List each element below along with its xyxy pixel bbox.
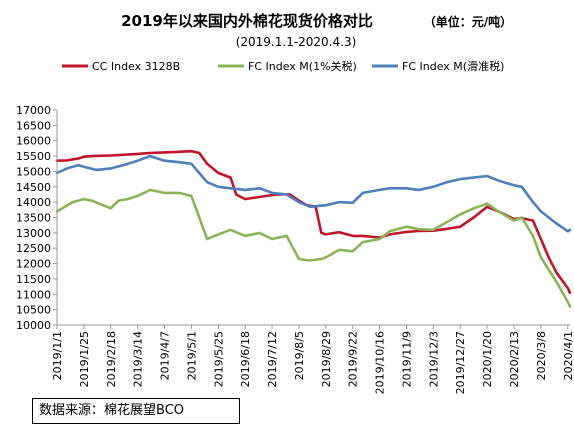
y-tick-label: 17000 [16, 104, 51, 117]
x-tick-label: 2019/12/3 [427, 331, 440, 387]
x-axis: 2019/1/1 2019/1/25 2019/2/18 2019/3/14 2019/… [51, 325, 574, 394]
series-layer [55, 149, 572, 308]
x-tick-label: 2019/8/29 [320, 331, 333, 387]
y-tick-label: 13500 [16, 212, 51, 225]
chart-title: 2019年以来国内外棉花现货价格对比 [121, 12, 373, 30]
x-tick-label: 2019/5/25 [212, 331, 225, 387]
x-tick-label: 2019/8/5 [293, 331, 306, 380]
chart-unit: （单位：元/吨） [424, 14, 512, 29]
chart-subtitle: (2019.1.1-2020.4.3) [236, 35, 357, 49]
x-tick-label: 2020/3/8 [535, 331, 548, 380]
y-tick-label: 14000 [16, 196, 51, 209]
y-tick-label: 10000 [16, 319, 51, 332]
x-tick-label: 2020/2/13 [508, 331, 521, 387]
series-line-3 [55, 154, 572, 233]
y-axis: 10000 10500 11000 11500 12000 12500 13000 13500… [16, 104, 57, 332]
x-tick-label: 2019/7/12 [266, 331, 279, 387]
y-tick-label: 12500 [16, 242, 51, 255]
x-tick-label: 2019/2/18 [105, 331, 118, 387]
x-tick-label: 2019/3/14 [132, 331, 145, 387]
legend: CC Index 3128B FC Index M(1%关税) FC Index M… [62, 59, 504, 73]
x-tick-label: 2019/11/9 [400, 331, 413, 387]
y-tick-label: 16500 [16, 119, 51, 132]
y-tick-label: 13000 [16, 227, 51, 240]
x-tick-label: 2020/1/20 [481, 331, 494, 387]
x-tick-label: 2019/5/1 [185, 331, 198, 380]
y-tick-label: 11000 [16, 288, 51, 301]
y-tick-label: 15500 [16, 150, 51, 163]
legend-label: FC Index M(滑准税) [402, 59, 504, 73]
x-tick-label: 2019/1/25 [78, 331, 91, 387]
x-tick-label: 2019/10/16 [374, 331, 387, 394]
data-source: 数据来源：棉花展望BCO [32, 398, 240, 424]
legend-label: FC Index M(1%关税) [248, 59, 357, 73]
x-tick-label: 2019/4/7 [159, 331, 172, 380]
legend-label: CC Index 3128B [92, 60, 180, 73]
y-tick-label: 15000 [16, 165, 51, 178]
y-tick-label: 14500 [16, 181, 51, 194]
y-tick-label: 12000 [16, 258, 51, 271]
series-line-1 [55, 149, 572, 295]
x-tick-label: 2019/9/22 [347, 331, 360, 387]
x-tick-label: 2019/12/27 [454, 331, 467, 394]
y-tick-label: 11500 [16, 273, 51, 286]
x-tick-label: 2019/6/18 [239, 331, 252, 387]
x-tick-label: 2019/1/1 [51, 331, 64, 380]
y-tick-label: 16000 [16, 135, 51, 148]
series-line-2 [55, 188, 572, 308]
y-tick-label: 10500 [16, 304, 51, 317]
x-tick-label: 2020/4/1 [562, 331, 574, 380]
